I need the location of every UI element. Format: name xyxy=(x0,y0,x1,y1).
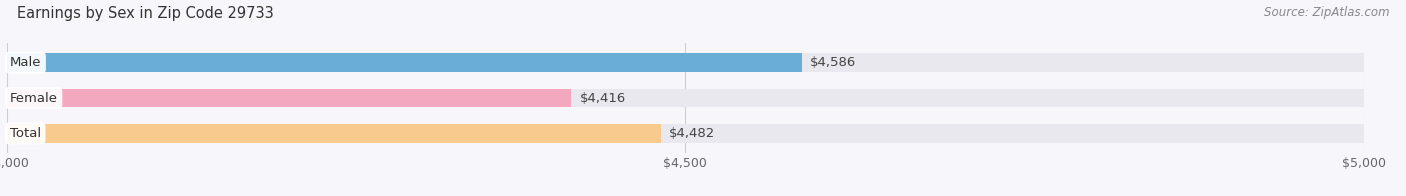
Text: $4,586: $4,586 xyxy=(810,56,856,69)
Text: Total: Total xyxy=(10,127,41,140)
Text: $4,482: $4,482 xyxy=(669,127,716,140)
Text: Earnings by Sex in Zip Code 29733: Earnings by Sex in Zip Code 29733 xyxy=(17,6,274,21)
Bar xyxy=(7,124,661,143)
Bar xyxy=(7,89,1364,107)
Text: $4,416: $4,416 xyxy=(579,92,626,104)
Text: Source: ZipAtlas.com: Source: ZipAtlas.com xyxy=(1264,6,1389,19)
Bar xyxy=(7,89,571,107)
Text: Male: Male xyxy=(10,56,41,69)
Text: Female: Female xyxy=(10,92,58,104)
Bar xyxy=(7,53,801,72)
Bar xyxy=(7,53,1364,72)
Bar xyxy=(7,124,1364,143)
